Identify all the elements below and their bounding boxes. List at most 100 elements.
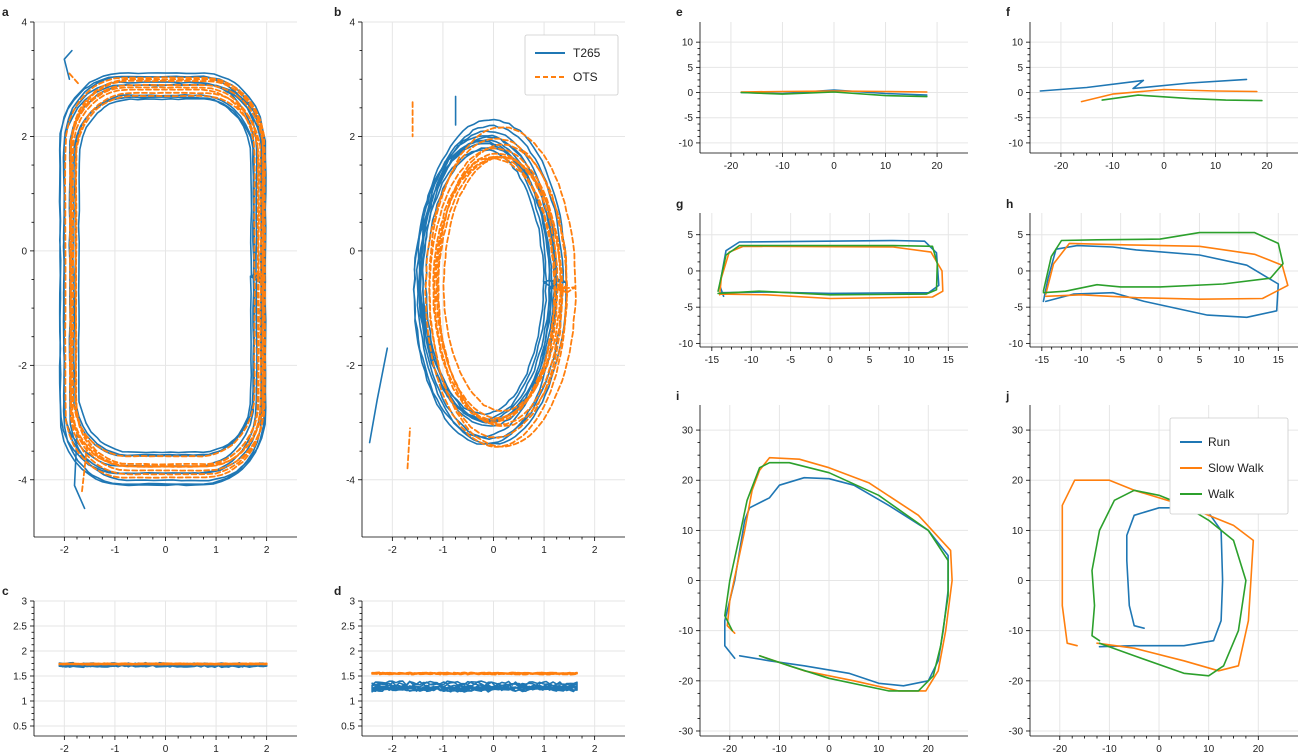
x-tick-label: -10 [775,161,790,172]
plot-area [740,89,928,98]
y-tick-label: 4 [21,18,27,29]
y-tick-label: 20 [682,476,694,487]
x-tick-label: 20 [1253,744,1265,755]
x-tick-label: 0 [826,744,832,755]
panel-label-e: e [676,5,683,19]
x-tick-label: 2 [592,545,598,556]
y-tick-label: -30 [679,726,694,737]
plot-area [58,49,267,510]
x-tick-label: 20 [932,161,944,172]
y-tick-label: -5 [684,113,693,124]
panel-c: c -2 -1 0 1 2 3 2.5 2 1.5 1 0.5 [2,584,297,755]
y-tick-label: 1.5 [341,672,355,683]
legend-box [524,34,619,96]
series-run-line [724,476,949,687]
y-tick-label: 0.5 [13,722,27,733]
legend-label: Run [1208,435,1230,449]
y-tick-label: 3 [349,597,355,608]
series-walk-line [724,461,949,692]
x-tick-label: 1 [541,744,547,755]
x-tick-label: -2 [388,744,397,755]
series-ots-band [58,662,268,666]
x-tick-label: 2 [264,744,270,755]
series-ots-band [371,671,578,676]
y-tick-label: 5 [687,63,693,74]
x-tick-label: 0 [1161,161,1167,172]
x-tick-label: 0 [491,744,497,755]
y-tick-label: 30 [682,426,694,437]
y-tick-label: 10 [1012,38,1024,49]
x-tick-label: 1 [541,545,547,556]
y-tick-label: -4 [346,475,355,486]
y-tick-label: -5 [1014,303,1023,314]
x-tick-label: -1 [110,545,119,556]
x-tick-label: -10 [772,744,787,755]
y-tick-label: 0 [1017,88,1023,99]
y-tick-label: 2 [21,132,27,143]
plot-area [724,456,953,692]
panel-h: h -15 -10 -5 0 5 10 15 5 0 -5 -10 [1006,197,1298,366]
x-tick-label: -2 [60,744,69,755]
plot-area [58,661,268,669]
y-tick-label: -10 [679,626,694,637]
y-tick-label: -10 [1009,138,1024,149]
y-tick-label: 10 [682,38,694,49]
panel-g: g -15 -10 -5 0 5 10 15 5 0 -5 -10 [676,197,968,366]
y-tick-label: 2 [349,647,355,658]
y-tick-label: -10 [679,138,694,149]
plot-area [1039,78,1263,103]
y-tick-label: -30 [1009,726,1024,737]
x-tick-label: -2 [388,545,397,556]
y-tick-label: -10 [1009,626,1024,637]
plot-area [717,239,944,300]
x-tick-label: -15 [705,355,720,366]
series-slow-walk-line [1080,88,1258,103]
panel-label-c: c [2,584,9,598]
y-tick-label: 3 [21,597,27,608]
panel-label-i: i [676,389,679,403]
x-tick-label: -1 [110,744,119,755]
y-tick-label: 0 [349,246,355,257]
panel-a: a -2 -1 0 1 2 4 2 0 -2 -4 [2,5,297,556]
y-tick-label: -20 [1009,676,1024,687]
x-tick-label: 10 [880,161,892,172]
series-t265-band [371,680,578,693]
series-slow-walk-line [740,90,928,93]
x-tick-label: 1 [213,545,219,556]
x-tick-label: -15 [1035,355,1050,366]
series-ots-tail [406,427,411,470]
x-tick-label: 15 [943,355,955,366]
series-slow-walk-line [1061,479,1255,672]
y-tick-label: 2 [21,647,27,658]
x-tick-label: 10 [873,744,885,755]
series-t265-trajectory [58,72,267,487]
series-walk-line [717,244,939,296]
panel-label-g: g [676,197,683,211]
series-run-line [1098,507,1224,648]
panel-label-a: a [2,5,9,19]
y-tick-label: 0 [687,88,693,99]
x-tick-label: 10 [1233,355,1245,366]
y-tick-label: -10 [679,339,694,350]
y-tick-label: -2 [18,361,27,372]
x-tick-label: 1 [213,744,219,755]
panel-j: j -20 -10 0 10 20 30 20 10 0 -10 -20 -30 Run Slow Walk… [1005,389,1298,755]
x-tick-label: -5 [1116,355,1125,366]
panel-f: f -20 -10 0 10 20 10 5 0 -5 -10 [1006,5,1298,172]
x-tick-label: -20 [724,161,739,172]
x-tick-label: 5 [867,355,873,366]
y-tick-label: 4 [349,18,355,29]
y-tick-label: -4 [18,475,27,486]
y-tick-label: -5 [1014,113,1023,124]
y-tick-label: 0 [687,266,693,277]
x-tick-label: -5 [786,355,795,366]
x-tick-label: -10 [1105,161,1120,172]
y-tick-label: -10 [1009,339,1024,350]
y-tick-label: -2 [346,361,355,372]
plot-area [1042,231,1289,319]
series-walk-line [1042,231,1284,294]
x-tick-label: 15 [1273,355,1285,366]
legend-label: OTS [573,70,598,84]
panel-label-b: b [334,5,341,19]
